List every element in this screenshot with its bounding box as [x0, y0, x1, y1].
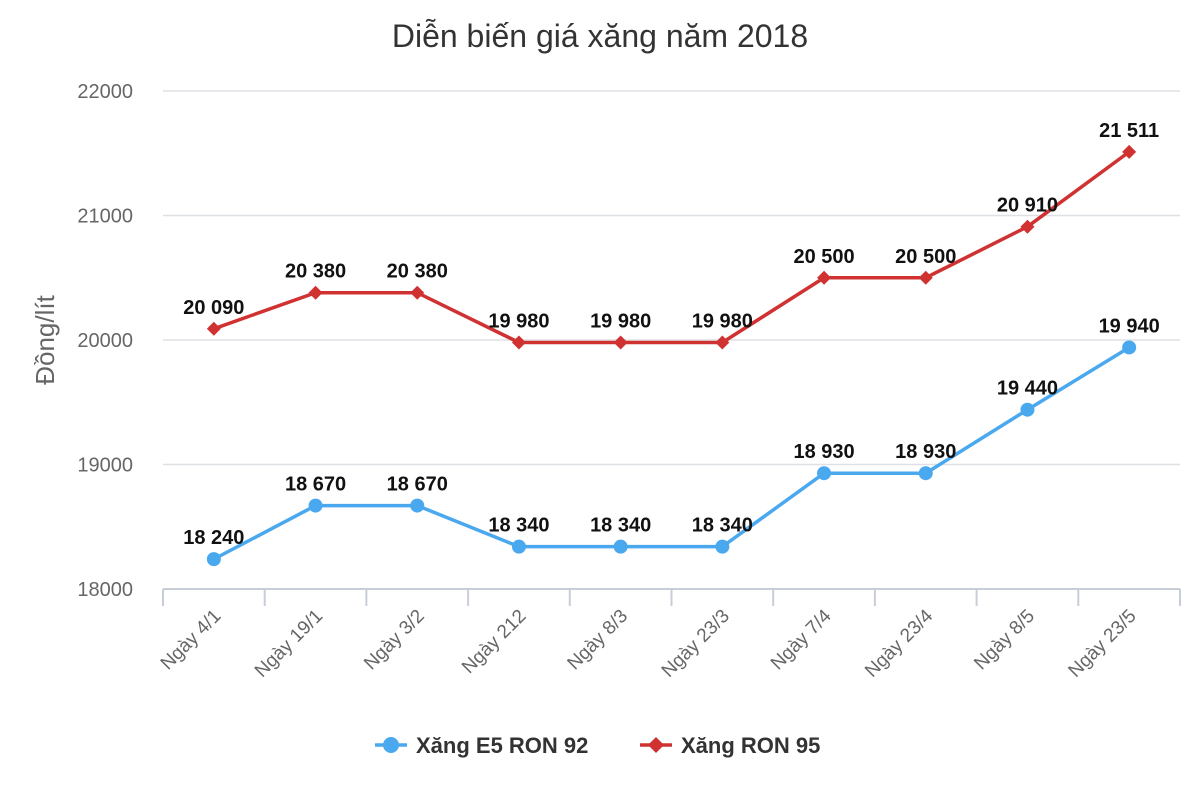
x-tick-label: Ngày 19/1	[251, 606, 327, 682]
data-label: 20 380	[285, 261, 346, 283]
data-point	[1020, 402, 1035, 417]
data-point	[410, 498, 425, 513]
x-tick-label: Ngày 23/4	[861, 605, 937, 681]
data-point	[715, 539, 730, 554]
data-label: 18 240	[183, 527, 244, 549]
data-label: 19 940	[1099, 315, 1160, 337]
data-point	[918, 466, 933, 481]
data-point	[308, 498, 323, 513]
data-point	[206, 321, 221, 336]
x-tick-label: Ngày 7/4	[767, 605, 836, 674]
data-point	[613, 335, 628, 350]
data-point	[308, 285, 323, 300]
data-label: 18 340	[488, 515, 549, 537]
data-label: 20 500	[793, 246, 854, 268]
data-label: 18 340	[590, 515, 651, 537]
data-point	[817, 466, 832, 481]
data-label: 18 930	[895, 441, 956, 463]
data-point	[511, 335, 526, 350]
data-label: 20 090	[183, 297, 244, 319]
x-tick-label: Ngày 23/3	[658, 606, 734, 682]
data-label: 20 910	[997, 195, 1058, 217]
legend-marker	[383, 737, 399, 753]
data-label: 18 930	[793, 441, 854, 463]
data-label: 19 980	[488, 310, 549, 332]
data-label: 21 511	[1099, 120, 1159, 142]
data-point	[918, 270, 933, 285]
data-point	[410, 285, 425, 300]
data-label: 20 380	[387, 261, 448, 283]
legend-label: Xăng E5 RON 92	[416, 733, 588, 758]
chart-title: Diễn biến giá xăng năm 2018	[392, 18, 808, 54]
y-tick-label: 22000	[77, 81, 133, 103]
y-tick-label: 20000	[77, 330, 133, 352]
data-point	[206, 552, 221, 567]
data-label: 19 980	[692, 310, 753, 332]
data-label: 20 500	[895, 246, 956, 268]
data-point	[1122, 144, 1137, 159]
data-point	[715, 335, 730, 350]
x-tick-label: Ngày 23/5	[1065, 606, 1141, 682]
x-tick-label: Ngày 3/2	[360, 606, 429, 675]
data-point	[1020, 219, 1035, 234]
data-label: 18 670	[285, 474, 346, 496]
legend-label: Xăng RON 95	[681, 733, 820, 758]
y-tick-label: 21000	[77, 206, 133, 228]
data-label: 18 340	[692, 515, 753, 537]
data-point	[1122, 340, 1137, 355]
y-axis-label: Đồng/lít	[30, 294, 60, 384]
x-tick-label: Ngày 8/3	[564, 606, 633, 675]
x-tick-label: Ngày 4/1	[157, 606, 226, 675]
x-tick-label: Ngày 8/5	[970, 606, 1039, 675]
data-point	[613, 539, 628, 554]
y-tick-label: 18000	[77, 579, 133, 601]
data-label: 19 440	[997, 378, 1058, 400]
data-point	[511, 539, 526, 554]
series-line	[213, 150, 1131, 345]
data-label: 18 670	[387, 474, 448, 496]
y-tick-label: 19000	[77, 455, 133, 477]
legend-marker	[648, 737, 664, 753]
data-point	[817, 270, 832, 285]
x-tick-label: Ngày 212	[458, 606, 530, 678]
data-label: 19 980	[590, 310, 651, 332]
series-line	[213, 345, 1131, 561]
